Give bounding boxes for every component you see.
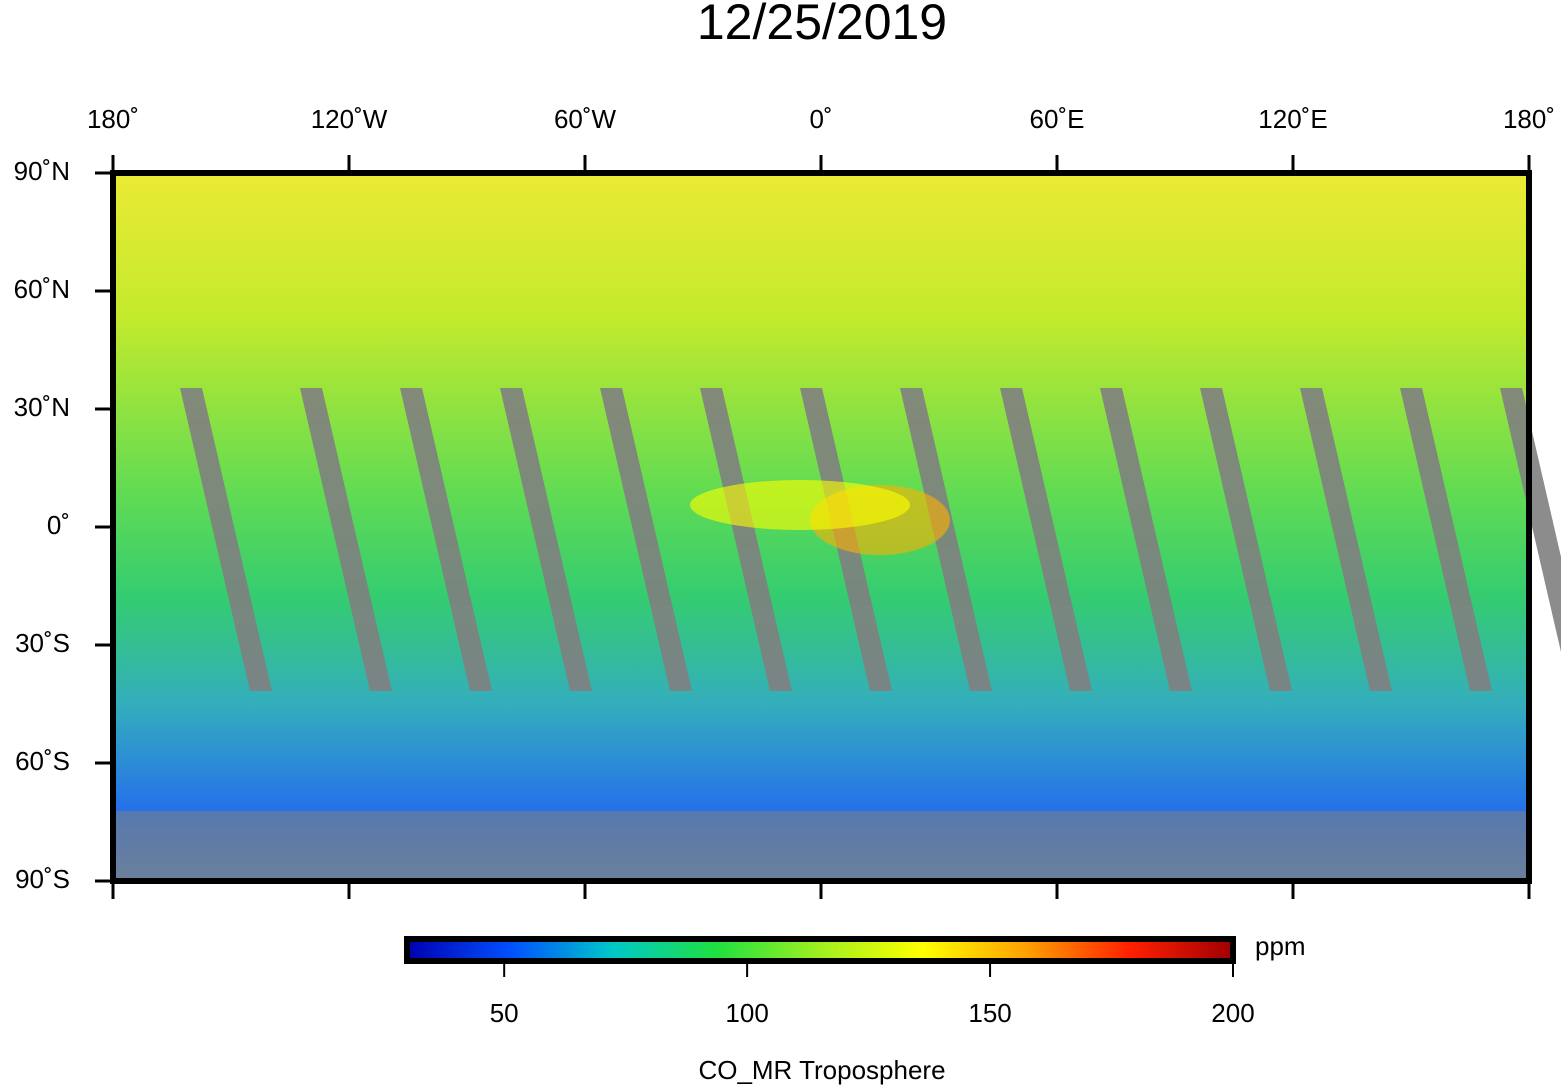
colorbar-tick-label: 100 [725,998,768,1028]
y-tick-label: 0˚ [47,510,70,540]
x-tick-label: 120˚E [1258,104,1327,134]
swath-gap [700,388,792,691]
colorbar: 50 100 150 200 [404,936,1255,1028]
x-tick-label: 120˚W [311,104,388,134]
colorbar-title: CO_MR Troposphere [698,1055,945,1085]
y-tick-label: 30˚N [14,392,70,422]
y-tick-label: 60˚S [15,746,70,776]
swath-gap [1200,388,1292,691]
swath-gap [600,388,692,691]
colorbar-unit: ppm [1255,931,1306,961]
swath-gap [300,388,392,691]
swath-gap [400,388,492,691]
map-title: 12/25/2019 [697,0,947,50]
y-tick-label: 90˚N [14,156,70,186]
swath-gap [180,388,272,691]
y-tick-label: 90˚S [15,864,70,894]
x-tick-label: 60˚E [1030,104,1085,134]
y-tick-label: 60˚N [14,274,70,304]
swath-gap [1000,388,1092,691]
map-area [110,170,1561,884]
colorbar-ramp [404,936,1236,964]
x-tick-label: 180˚ [87,104,139,134]
polar-gap [113,811,1529,881]
colorbar-tick-label: 200 [1211,998,1254,1028]
colorbar-tick-label: 50 [490,998,519,1028]
map-axes: 180˚ 120˚W 60˚W 0˚ 60˚E 120˚E 180˚ 90˚N 60˚N 30˚N… [14,104,1555,899]
swath-gap [1300,388,1392,691]
x-tick-label: 0˚ [809,104,832,134]
x-tick-label: 180˚ [1503,104,1555,134]
swath-gap [1100,388,1192,691]
y-tick-label: 30˚S [15,628,70,658]
x-tick-label: 60˚W [554,104,617,134]
swath-gap [1400,388,1492,691]
high-co-region [690,480,910,530]
swath-gap [900,388,992,691]
swath-gap [500,388,592,691]
colorbar-tick-label: 150 [968,998,1011,1028]
